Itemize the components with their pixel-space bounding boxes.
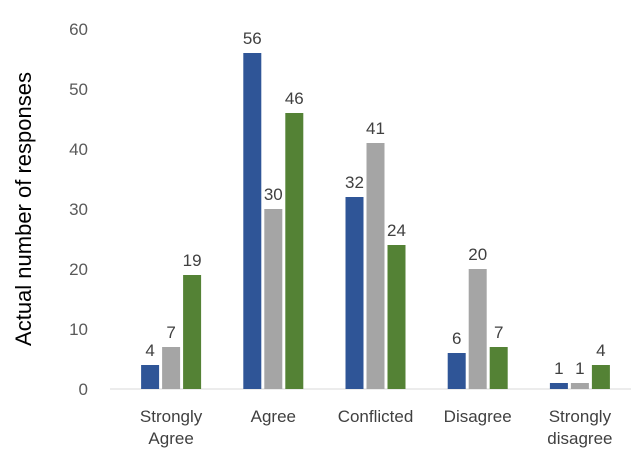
data-label: 1 — [554, 359, 563, 378]
y-tick-label: 30 — [69, 200, 88, 219]
data-label: 6 — [452, 329, 461, 348]
category-label: Strongly Agree — [140, 407, 203, 448]
bar — [366, 143, 385, 389]
data-label: 24 — [387, 221, 406, 240]
bar — [489, 347, 508, 389]
bar — [285, 113, 304, 389]
data-label: 30 — [264, 185, 283, 204]
data-label: 32 — [345, 173, 364, 192]
category-label: Strongly disagree — [547, 407, 612, 448]
category-labels: Strongly Agree Agree Conflicted Disagree Stro… — [140, 407, 613, 448]
bars — [141, 53, 610, 389]
y-axis-title: Actual number of responses — [11, 72, 36, 346]
bar — [264, 209, 283, 389]
bar — [345, 197, 364, 389]
bar — [549, 383, 568, 389]
y-tick-label: 50 — [69, 80, 88, 99]
data-label: 4 — [596, 341, 605, 360]
data-label: 41 — [366, 119, 385, 138]
y-tick-label: 60 — [69, 20, 88, 39]
category-label: Conflicted — [338, 407, 414, 426]
bar — [243, 53, 262, 389]
y-tick-label: 40 — [69, 140, 88, 159]
bar — [141, 365, 160, 389]
category-label: Disagree — [444, 407, 512, 426]
y-tick-label: 0 — [79, 380, 88, 399]
y-tick-label: 20 — [69, 260, 88, 279]
data-label: 19 — [183, 251, 202, 270]
bar — [447, 353, 466, 389]
data-label: 46 — [285, 89, 304, 108]
bar — [570, 383, 589, 389]
data-label: 20 — [468, 245, 487, 264]
y-axis-ticks: 0 10 20 30 40 50 60 — [69, 20, 88, 399]
y-axis-label: Actual number of responses — [11, 72, 36, 346]
data-label: 56 — [243, 29, 262, 48]
bar — [387, 245, 406, 389]
y-tick-label: 10 — [69, 320, 88, 339]
data-label: 7 — [494, 323, 503, 342]
data-label: 4 — [145, 341, 154, 360]
bar — [468, 269, 487, 389]
bar — [183, 275, 202, 389]
bar — [591, 365, 610, 389]
category-label: Agree — [251, 407, 296, 426]
data-label: 1 — [575, 359, 584, 378]
bar — [162, 347, 181, 389]
data-label: 7 — [166, 323, 175, 342]
